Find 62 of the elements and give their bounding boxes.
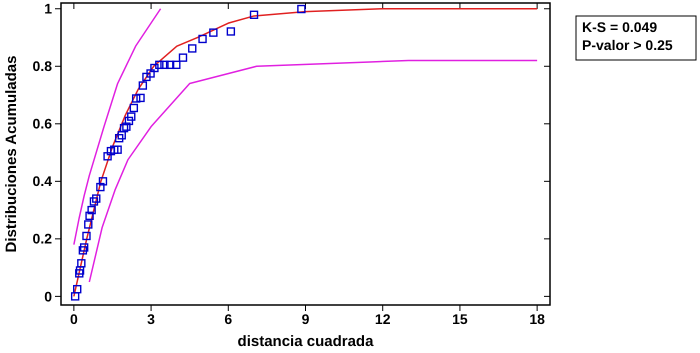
x-tick-label: 18	[529, 311, 546, 327]
y-tick-label: 0.4	[32, 173, 52, 190]
point	[73, 284, 82, 294]
point	[250, 10, 258, 19]
point	[127, 112, 136, 121]
point	[209, 28, 218, 37]
point	[172, 60, 180, 70]
y-tick-label: 0	[44, 288, 52, 304]
line-series	[73, 8, 162, 246]
point	[114, 134, 124, 142]
point	[198, 34, 207, 44]
point	[110, 145, 118, 154]
point	[166, 60, 174, 70]
point	[82, 232, 91, 240]
x-tick-label: 0	[70, 311, 78, 327]
point	[297, 4, 306, 14]
point	[138, 81, 148, 90]
line-series	[88, 60, 538, 283]
point	[124, 116, 134, 126]
x-tick-label: 6	[224, 311, 232, 327]
point	[70, 292, 80, 301]
point	[155, 60, 164, 70]
point	[113, 145, 122, 154]
point	[122, 122, 131, 131]
point	[130, 104, 138, 112]
x-tick-label: 3	[147, 311, 156, 327]
point	[98, 177, 108, 186]
point	[90, 197, 98, 206]
point	[226, 27, 236, 36]
point	[96, 182, 105, 192]
point	[76, 266, 84, 275]
point	[120, 124, 128, 132]
point	[118, 131, 126, 140]
y-tick-label: 1	[44, 0, 52, 17]
point	[77, 259, 86, 268]
text: P-valor > 0.25	[582, 37, 673, 53]
point	[87, 206, 96, 214]
point	[146, 69, 155, 78]
point	[103, 152, 112, 160]
point	[85, 212, 94, 220]
y-tick-label: 0.2	[32, 230, 52, 247]
point	[78, 246, 88, 255]
point	[150, 64, 159, 72]
point	[75, 269, 84, 278]
text: K-S = 0.049	[582, 19, 658, 35]
point	[160, 60, 169, 70]
y-tick-label: 0.6	[32, 116, 52, 132]
point	[84, 220, 92, 229]
x-axis-title: distancia cuadrada	[238, 333, 374, 350]
x-tick-label: 15	[452, 311, 468, 327]
point	[80, 243, 88, 252]
x-tick-label: 12	[374, 311, 391, 327]
point	[106, 146, 116, 156]
y-tick-label: 0.8	[32, 58, 52, 74]
point	[142, 72, 151, 82]
x-tick-label: 9	[302, 311, 310, 327]
point	[178, 53, 188, 62]
point	[132, 94, 140, 103]
point	[92, 194, 100, 203]
point	[136, 94, 145, 102]
y-axis-title: Distribuciones Acumuladas	[3, 56, 20, 252]
point	[188, 44, 196, 53]
